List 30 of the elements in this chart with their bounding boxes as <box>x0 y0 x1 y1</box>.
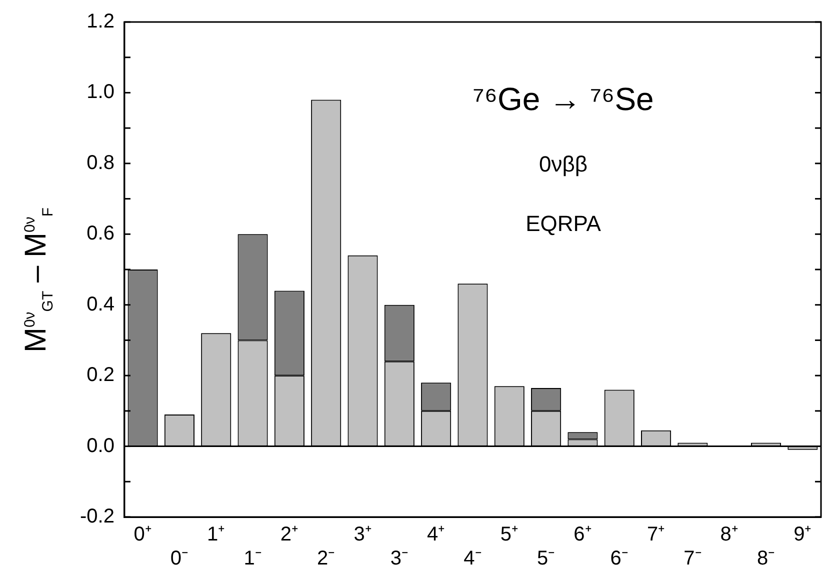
y-tick-label: 0.2 <box>86 364 114 386</box>
y-tick-label: 1.0 <box>86 81 114 104</box>
annotation: 0νββ <box>539 152 588 177</box>
x-tick-label: 3⁻ <box>390 548 408 570</box>
x-tick-label: 1⁻ <box>244 548 262 570</box>
y-tick-label: -0.2 <box>80 506 114 528</box>
x-tick-label: 5⁺ <box>500 524 518 546</box>
x-tick-label: 4⁻ <box>464 548 482 570</box>
x-tick-label: 4⁺ <box>427 524 446 546</box>
y-tick-label: 1.2 <box>86 10 114 33</box>
y-tick-label: 0.0 <box>86 434 114 457</box>
x-tick-label: 7⁺ <box>646 524 666 546</box>
annotation: ⁷⁶Ge → ⁷⁶Se <box>472 81 654 118</box>
x-tick-label: 8⁻ <box>756 548 776 570</box>
y-tick-label: 0.6 <box>86 222 114 245</box>
x-tick-label: 9⁺ <box>794 524 812 546</box>
x-tick-label: 0⁺ <box>134 524 152 546</box>
x-tick-label: 0⁻ <box>170 548 189 570</box>
x-tick-label: 5⁻ <box>536 548 556 570</box>
x-tick-label: 6⁻ <box>610 548 628 570</box>
x-tick-label: 3⁺ <box>354 524 372 546</box>
x-tick-label: 2⁺ <box>280 524 298 546</box>
x-tick-label: 7⁻ <box>684 548 702 570</box>
x-tick-label: 8⁺ <box>720 524 738 546</box>
x-tick-label: 1⁺ <box>207 524 226 546</box>
y-tick-label: 0.4 <box>86 293 114 316</box>
x-tick-label: 6⁺ <box>574 524 592 546</box>
x-tick-label: 2⁻ <box>317 548 336 570</box>
annotation: EQRPA <box>526 211 602 236</box>
y-tick-label: 0.8 <box>86 152 114 174</box>
